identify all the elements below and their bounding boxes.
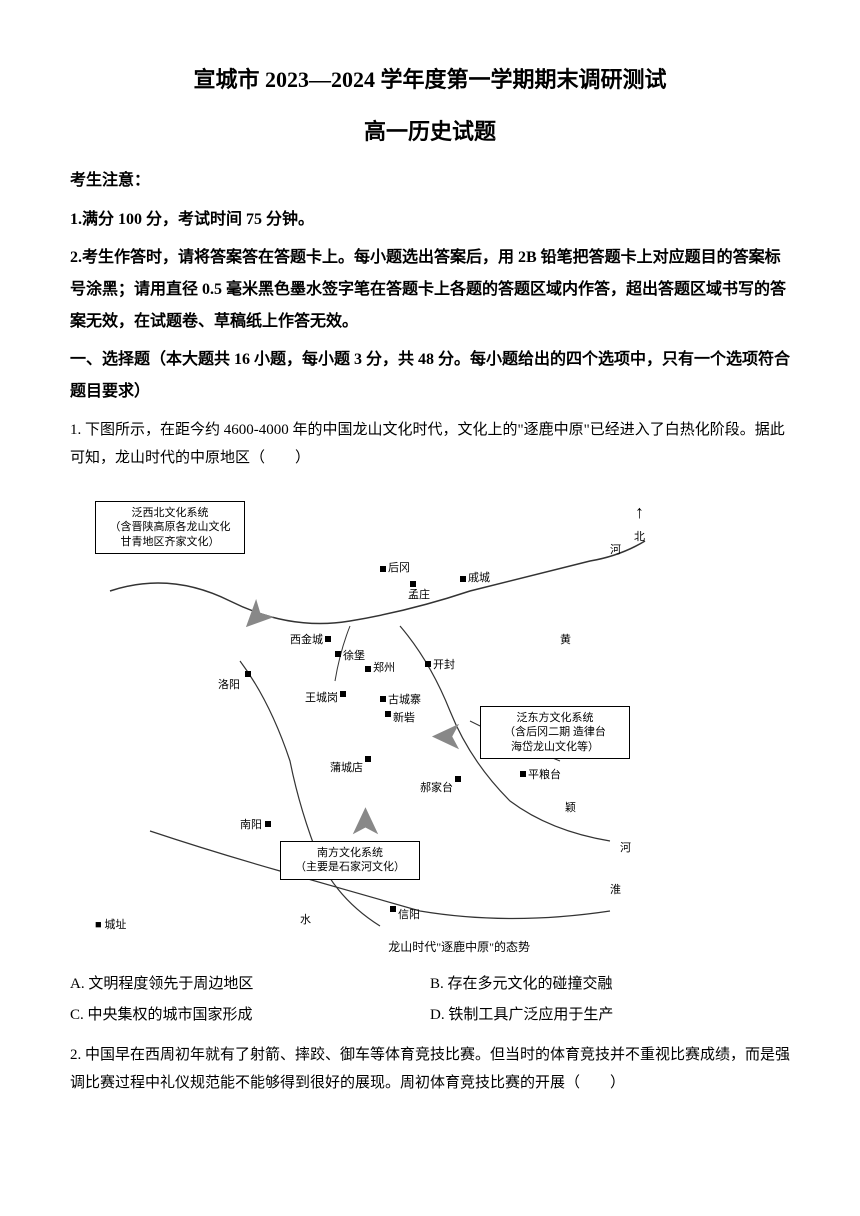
place-xixincheng: 西金城 [290, 631, 323, 651]
place-xinzhai: 新砦 [393, 709, 415, 729]
place-wangchenggang: 王城岗 [305, 689, 338, 709]
exam-title-main: 宣城市 2023—2024 学年度第一学期期末调研测试 [70, 60, 790, 100]
place-xinyang: 信阳 [398, 906, 420, 926]
place-houyang: 后冈 [388, 559, 410, 579]
river-he: 河 [610, 541, 621, 561]
map-caption: 龙山时代"逐鹿中原"的态势 [388, 937, 530, 959]
place-guchengzhai: 古城寨 [388, 691, 421, 711]
question-1-text: 1. 下图所示，在距今约 4600-4000 年的中国龙山文化时代，文化上的"逐… [70, 416, 790, 473]
notice-item-2: 2.考生作答时，请将答案答在答题卡上。每小题选出答案后，用 2B 铅笔把答题卡上… [70, 242, 790, 338]
map-box-south: 南方文化系统 （主要是石家河文化） [280, 841, 420, 880]
place-puchengdian: 蒲城店 [330, 759, 363, 779]
map-figure: ↑ 北 泛西北文化系统 （含晋陕高原各龙山文化 甘青地区齐家文化） 泛东方文化系… [90, 481, 650, 961]
place-pingliangtai: 平粮台 [528, 766, 561, 786]
arrow-east-icon: ➤ [430, 701, 464, 773]
option-1a: A. 文明程度领先于周边地区 [70, 969, 430, 1000]
place-luoyang: 洛阳 [218, 676, 240, 696]
option-1d: D. 铁制工具广泛应用于生产 [430, 1000, 790, 1031]
place-haojiatai: 郝家台 [420, 779, 453, 799]
section-1-header: 一、选择题（本大题共 16 小题，每小题 3 分，共 48 分。每小题给出的四个… [70, 344, 790, 408]
river-huanghe: 黄 [560, 631, 571, 651]
place-kaifeng: 开封 [433, 656, 455, 676]
compass-icon: ↑ 北 [634, 496, 645, 548]
place-xubao: 徐堡 [343, 647, 365, 667]
place-weicheng: 戚城 [468, 569, 490, 589]
river-shui: 水 [300, 911, 311, 931]
notice-item-1: 1.满分 100 分，考试时间 75 分钟。 [70, 204, 790, 236]
river-ying: 颖 [565, 799, 576, 819]
place-nanyang: 南阳 [240, 816, 262, 836]
arrow-south-icon: ➤ [329, 805, 401, 839]
map-box-east: 泛东方文化系统 （含后冈二期 造律台 海岱龙山文化等） [480, 706, 630, 759]
question-1-options: A. 文明程度领先于周边地区 B. 存在多元文化的碰撞交融 C. 中央集权的城市… [70, 969, 790, 1031]
question-2-text: 2. 中国早在西周初年就有了射箭、摔跤、御车等体育竞技比赛。但当时的体育竞技并不… [70, 1041, 790, 1098]
option-1c: C. 中央集权的城市国家形成 [70, 1000, 430, 1031]
river-he2: 河 [620, 839, 631, 859]
place-mengzhuang: 孟庄 [408, 586, 430, 606]
notice-header: 考生注意： [70, 167, 790, 196]
map-legend: ■ 城址 [95, 916, 126, 936]
place-zhengzhou: 郑州 [373, 659, 395, 679]
exam-title-sub: 高一历史试题 [70, 112, 790, 152]
river-huai: 淮 [610, 881, 621, 901]
option-1b: B. 存在多元文化的碰撞交融 [430, 969, 790, 1000]
map-box-northwest: 泛西北文化系统 （含晋陕高原各龙山文化 甘青地区齐家文化） [95, 501, 245, 554]
